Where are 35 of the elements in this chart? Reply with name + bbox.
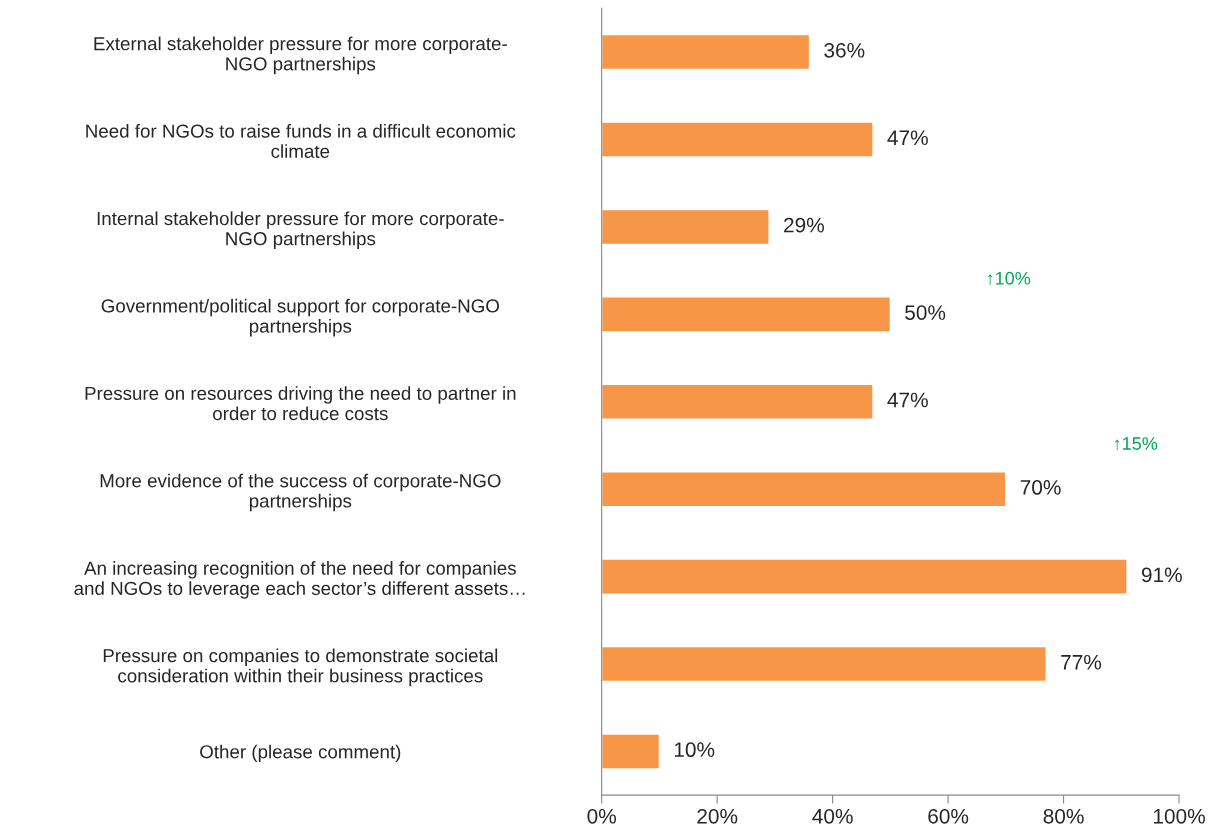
x-tick-label: 60% (928, 808, 969, 824)
x-tick-label: 80% (1043, 808, 1084, 824)
x-tick-label: 20% (697, 808, 738, 824)
bar (601, 733, 661, 770)
bar (601, 645, 1047, 683)
y-tick-label: More evidence of the success of corporate-NGO partnerships (100, 473, 501, 512)
data-label: 36% (824, 42, 865, 58)
bar (601, 121, 874, 158)
annotation: ↑15% (1115, 437, 1158, 451)
data-label: 70% (1020, 480, 1061, 495)
y-tick-label: External stakeholder pressure for more corporate- NGO partnerships (94, 36, 507, 75)
data-label: 77% (1061, 654, 1102, 670)
y-tick-label: Need for NGOs to raise funds in a difficult economic climate (86, 123, 516, 158)
y-tick-label: Other (please comment) (200, 744, 401, 763)
y-tick-label: Pressure on companies to demonstrate societal consideration within their business practices (103, 648, 498, 687)
x-tick-label: 100% (1153, 808, 1205, 824)
data-label: 50% (905, 305, 946, 320)
bar (601, 471, 1007, 508)
x-tick-label: 0% (587, 808, 617, 824)
annotation: ↑10% (988, 271, 1031, 286)
bar (601, 296, 892, 333)
y-tick-label: Government/political support for corporate-NGO partnerships (101, 298, 499, 337)
y-tick-label: An increasing recognition of the need for companies and NGOs to leverage each sector’s different assets… (74, 561, 525, 599)
y-tick-label: Pressure on resources driving the need to partner in order to reduce costs (85, 386, 516, 421)
data-label: 47% (887, 392, 928, 408)
bar (601, 558, 1128, 595)
data-label: 91% (1141, 567, 1182, 583)
data-label: 10% (674, 742, 715, 758)
data-label: 29% (784, 217, 824, 233)
bar (601, 208, 770, 246)
y-tick-label: Internal stakeholder pressure for more corporate- NGO partnerships (97, 211, 504, 250)
bar (601, 33, 811, 71)
bar (601, 383, 874, 420)
x-tick-label: 40% (812, 808, 853, 824)
data-label: 47% (887, 130, 928, 146)
